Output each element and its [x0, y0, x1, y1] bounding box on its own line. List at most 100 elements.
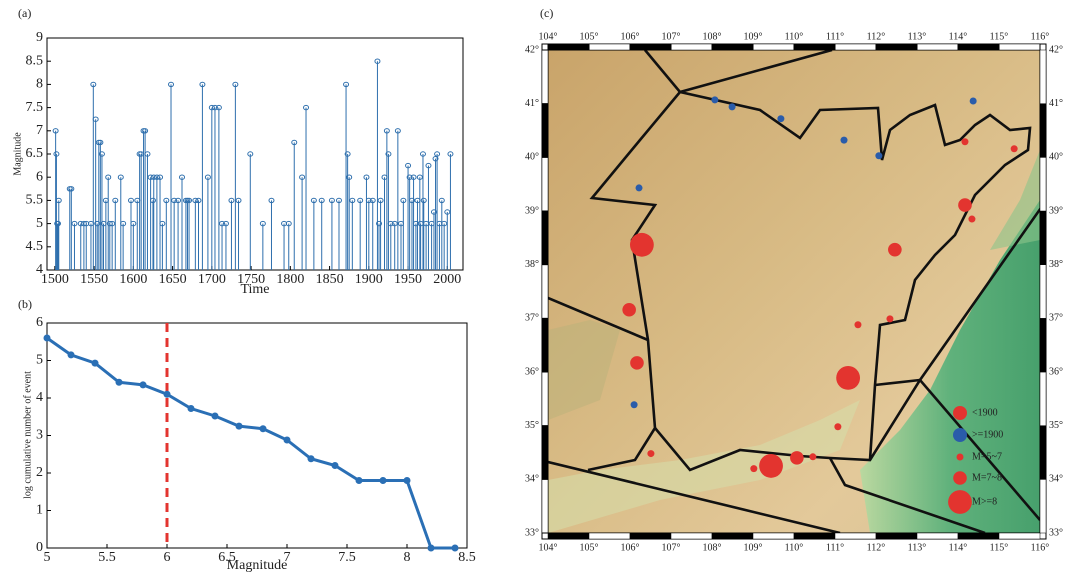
y-tick-label: 5.5 [26, 193, 44, 208]
legend-swatch [953, 428, 967, 442]
data-point [140, 381, 147, 388]
x-tick-label: 2000 [433, 272, 461, 287]
frame-bar [876, 44, 917, 50]
y-tick-label: 4 [36, 262, 43, 277]
x-tick-label: 1850 [316, 272, 344, 287]
x-tick-label: 106° [621, 31, 640, 42]
x-tick-label: 7 [284, 550, 291, 565]
y-tick-label: 39° [1049, 205, 1063, 216]
data-point [188, 405, 195, 412]
x-tick-label: 6 [164, 550, 171, 565]
epicenter [970, 97, 977, 104]
legend-size-swatch [953, 471, 967, 485]
epicenter [647, 450, 654, 457]
frame-bar [630, 533, 671, 539]
x-tick-label: 108° [703, 31, 722, 42]
frame-bar [542, 318, 548, 372]
x-tick-label: 8 [404, 550, 411, 565]
frame-bar [630, 44, 671, 50]
plot-frame [47, 323, 467, 548]
frame-bar [1040, 157, 1046, 211]
y-tick-label: 36° [1049, 366, 1063, 377]
frame-bar [589, 533, 630, 539]
x-tick-label: 1650 [159, 272, 187, 287]
legend-swatch [953, 406, 967, 420]
epicenter [875, 152, 882, 159]
epicenter [1011, 145, 1018, 152]
x-tick-label: 1750 [237, 272, 265, 287]
data-point [428, 545, 435, 552]
frame-bar [542, 211, 548, 265]
y-tick-label: 5 [36, 216, 43, 231]
epicenter [636, 184, 643, 191]
x-tick-label: 114° [949, 31, 968, 42]
y-tick-label: 7 [36, 123, 43, 138]
x-tick-label: 107° [662, 31, 681, 42]
y-tick-label: 41° [525, 98, 539, 109]
frame-bar [542, 426, 548, 480]
x-tick-label: 114° [949, 542, 968, 553]
y-tick-label: 3 [36, 428, 43, 443]
epicenter [622, 303, 636, 317]
epicenter [750, 465, 757, 472]
epicenter [809, 453, 816, 460]
frame-bar [548, 533, 589, 539]
frame-bar [1040, 104, 1046, 158]
x-axis-label: Magnitude [227, 558, 288, 573]
x-tick-label: 113° [908, 542, 927, 553]
x-tick-label: 111° [826, 31, 844, 42]
y-tick-label: 4.5 [26, 239, 44, 254]
frame-bar [542, 372, 548, 426]
data-point [116, 379, 123, 386]
epicenter [958, 198, 972, 212]
frame-bar [1040, 318, 1046, 372]
frame-bar [958, 44, 999, 50]
x-tick-label: 1900 [355, 272, 383, 287]
x-tick-label: 104° [539, 31, 558, 42]
x-tick-label: 116° [1031, 31, 1050, 42]
y-tick-label: 8 [36, 77, 43, 92]
frame-bar [1040, 479, 1046, 533]
frame-bar [835, 44, 876, 50]
frame-bar [876, 533, 917, 539]
y-tick-label: 6 [36, 169, 43, 184]
y-tick-label: 36° [525, 366, 539, 377]
x-tick-label: 1950 [394, 272, 422, 287]
x-tick-label: 109° [744, 31, 763, 42]
legend-label: >=1900 [972, 429, 1003, 440]
frame-bar [542, 50, 548, 104]
epicenter [834, 423, 841, 430]
y-tick-label: 6 [36, 315, 43, 330]
frame-bar [999, 533, 1040, 539]
y-tick-label: 37° [525, 313, 539, 324]
data-point [452, 545, 459, 552]
frame-bar [1040, 211, 1046, 265]
y-tick-label: 38° [1049, 259, 1063, 270]
frame-bar [1040, 426, 1046, 480]
epicenter [854, 321, 861, 328]
epicenter [836, 366, 860, 390]
data-point [236, 423, 243, 430]
x-tick-label: 112° [867, 31, 886, 42]
x-tick-label: 105° [580, 31, 599, 42]
epicenter [968, 216, 975, 223]
data-point [356, 477, 363, 484]
panel-label: (b) [18, 297, 32, 311]
epicenter [886, 315, 893, 322]
y-tick-label: 35° [1049, 420, 1063, 431]
legend-size-swatch [948, 490, 972, 514]
data-point [68, 351, 75, 358]
x-tick-label: 1700 [198, 272, 226, 287]
x-tick-label: 1500 [41, 272, 69, 287]
frame-bar [1040, 372, 1046, 426]
data-point [332, 462, 339, 469]
x-tick-label: 109° [744, 542, 763, 553]
y-axis-label: log cumulative number of event [22, 371, 33, 499]
frame-bar [794, 533, 835, 539]
y-axis-label: Magnitude [12, 132, 23, 176]
epicenter [630, 233, 654, 257]
panel-label: (a) [18, 6, 31, 20]
frame-bar [1040, 50, 1046, 104]
frame-bar [589, 44, 630, 50]
x-tick-label: 110° [785, 542, 804, 553]
